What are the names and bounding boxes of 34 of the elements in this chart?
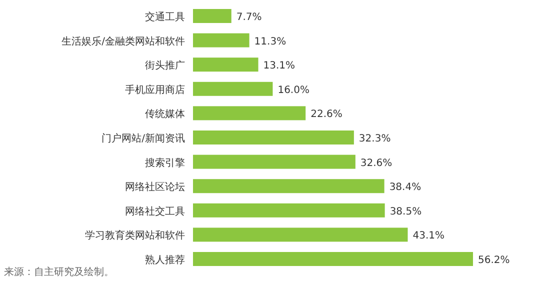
bar [193,82,273,96]
bar [193,106,306,120]
y-tick-label: 学习教育类网站和软件 [85,230,185,242]
y-tick-label: 门户网站/新闻资讯 [102,132,185,144]
y-tick-label: 传统媒体 [145,108,185,120]
y-tick-label: 手机应用商店 [125,84,185,96]
source-note: 来源：自主研究及绘制。 [4,266,114,278]
bar [193,228,408,242]
y-tick-label: 熟人推荐 [145,254,185,266]
y-tick-label: 网络社交工具 [125,205,185,218]
bar [193,203,385,218]
y-tick-label: 网络社区论坛 [125,181,185,194]
bar [193,58,258,72]
data-label: 13.1% [263,60,296,72]
data-label: 11.3% [254,36,286,48]
data-label: 32.6% [360,158,392,169]
bar [193,154,356,169]
bar [193,179,384,194]
data-label: 16.0% [278,84,310,96]
y-tick-label: 交通工具 [145,11,185,23]
data-label: 38.5% [390,206,422,218]
y-tick-label: 搜索引擎 [145,156,185,169]
data-label: 22.6% [310,109,342,120]
bar [193,33,250,48]
data-label: 7.7% [236,12,262,23]
y-tick-label: 生活娱乐/金融类网站和软件 [62,35,185,48]
bar [193,130,354,144]
bar [193,9,232,23]
data-label: 56.2% [478,255,510,266]
data-label: 38.4% [389,182,422,194]
y-tick-label: 街头推广 [145,60,185,72]
data-label: 32.3% [358,134,391,144]
bar [193,252,473,266]
data-label: 43.1% [412,230,445,242]
